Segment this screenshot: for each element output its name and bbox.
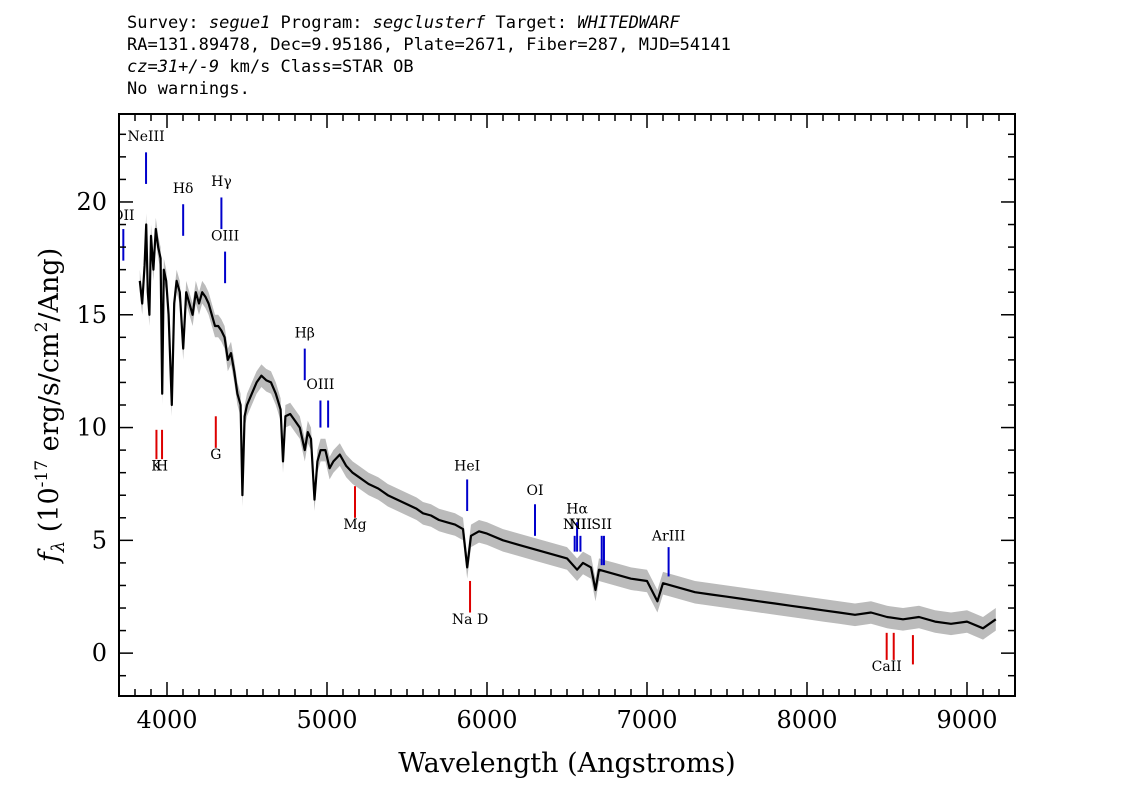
flux-line-group xyxy=(138,223,997,630)
x-axis-label: Wavelength (Angstroms) xyxy=(398,748,735,779)
y-tick-label: 0 xyxy=(92,639,107,667)
line-marker-label: Na D xyxy=(452,612,488,628)
line-marker-label: K xyxy=(151,458,162,474)
survey-value: segue1 xyxy=(208,13,271,33)
program-value: segclusterf xyxy=(372,13,486,33)
line-marker-label: HeI xyxy=(454,458,480,474)
error-band-area xyxy=(139,213,996,640)
line-marker-label: CaII xyxy=(872,659,902,675)
survey-label: Survey: xyxy=(127,13,209,33)
line-marker-label: NeIII xyxy=(127,129,164,145)
x-tick-label: 6000 xyxy=(456,706,517,734)
line-marker-label: ArIII xyxy=(651,528,685,544)
spectrum-header: Survey: segue1 Program: segclusterf Targ… xyxy=(127,12,731,100)
y-tick-label: 10 xyxy=(76,414,107,442)
x-axis: 4000 5000 6000 7000 8000 9000 xyxy=(134,114,1000,734)
error-band xyxy=(139,213,996,640)
y-axis: 0 5 10 15 20 xyxy=(76,133,1015,677)
x-tick-label: 7000 xyxy=(616,706,677,734)
x-tick-label: 8000 xyxy=(776,706,837,734)
header-line-warnings: No warnings. xyxy=(127,79,250,99)
line-marker-label: G xyxy=(210,447,221,463)
target-value: WHITEDWARF xyxy=(577,13,680,33)
line-marker-label: Hδ xyxy=(173,181,194,197)
program-label: Program: xyxy=(270,13,373,33)
line-marker-label: Mg xyxy=(343,517,366,533)
line-marker-label: Hβ xyxy=(295,325,315,341)
target-label: Target: xyxy=(485,13,578,33)
cz-value: cz=31+/-9 xyxy=(127,57,220,77)
class-value: km/s Class=STAR OB xyxy=(219,57,414,77)
line-marker-label: SII xyxy=(591,517,612,533)
line-marker-label: Hγ xyxy=(211,174,232,190)
x-tick-label: 5000 xyxy=(296,706,357,734)
x-tick-label: 4000 xyxy=(136,706,197,734)
line-marker-label: OII xyxy=(112,208,135,224)
y-tick-label: 15 xyxy=(76,301,107,329)
flux-line xyxy=(138,223,997,630)
line-marker-label: H xyxy=(156,458,168,474)
header-line-survey: Survey: segue1 Program: segclusterf Targ… xyxy=(127,12,731,34)
line-marker-label: OIII xyxy=(211,228,239,244)
header-line-redshift: cz=31+/-9 km/s Class=STAR OB xyxy=(127,56,731,78)
line-marker-label: NII xyxy=(569,517,592,533)
header-line-coordinates: RA=131.89478, Dec=9.95186, Plate=2671, F… xyxy=(127,35,731,55)
line-marker-label: NII xyxy=(563,517,586,533)
line-marker-label: Hα xyxy=(566,501,588,517)
line-marker-label: OIII xyxy=(306,377,334,393)
line-marker-label: OI xyxy=(526,483,543,499)
y-tick-label: 20 xyxy=(76,188,107,216)
x-tick-label: 9000 xyxy=(936,706,997,734)
y-axis-label: fλ (10-17 erg/s/cm2/Ang) xyxy=(32,248,69,564)
y-tick-label: 5 xyxy=(92,526,107,554)
